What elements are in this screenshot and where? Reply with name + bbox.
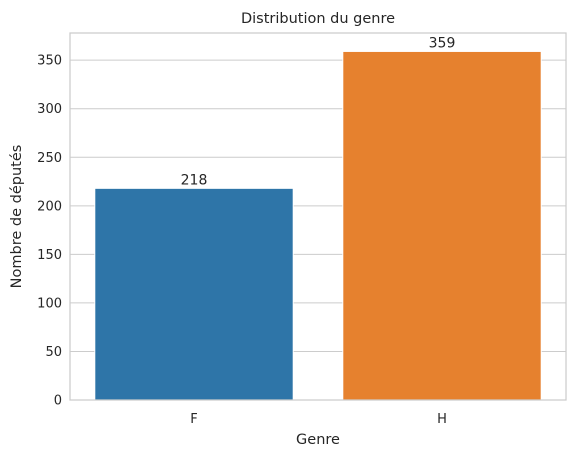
x-axis-title: Genre [296,432,340,448]
y-tick-label: 50 [45,345,62,360]
x-tick-label: H [437,412,447,427]
bars [94,50,542,401]
data-labels: 218 359 [181,35,456,188]
data-label: 359 [429,35,456,51]
x-tick-label: F [190,412,197,427]
chart-title: Distribution du genre [241,11,395,27]
bar-H [342,50,542,401]
y-tick-label: 250 [37,151,62,166]
y-tick-label: 200 [37,199,62,214]
data-label: 218 [181,172,208,188]
y-axis-title: Nombre de députés [9,145,25,289]
y-tick-label: 300 [37,102,62,117]
y-tick-label: 350 [37,54,62,69]
plot-frame [69,32,567,401]
y-tick-label: 150 [37,248,62,263]
y-tick-label: 100 [37,296,62,311]
bar-F [94,187,294,401]
y-tick-labels: 0 50 100 150 200 250 300 350 [37,54,62,409]
y-tick-label: 0 [54,394,62,409]
